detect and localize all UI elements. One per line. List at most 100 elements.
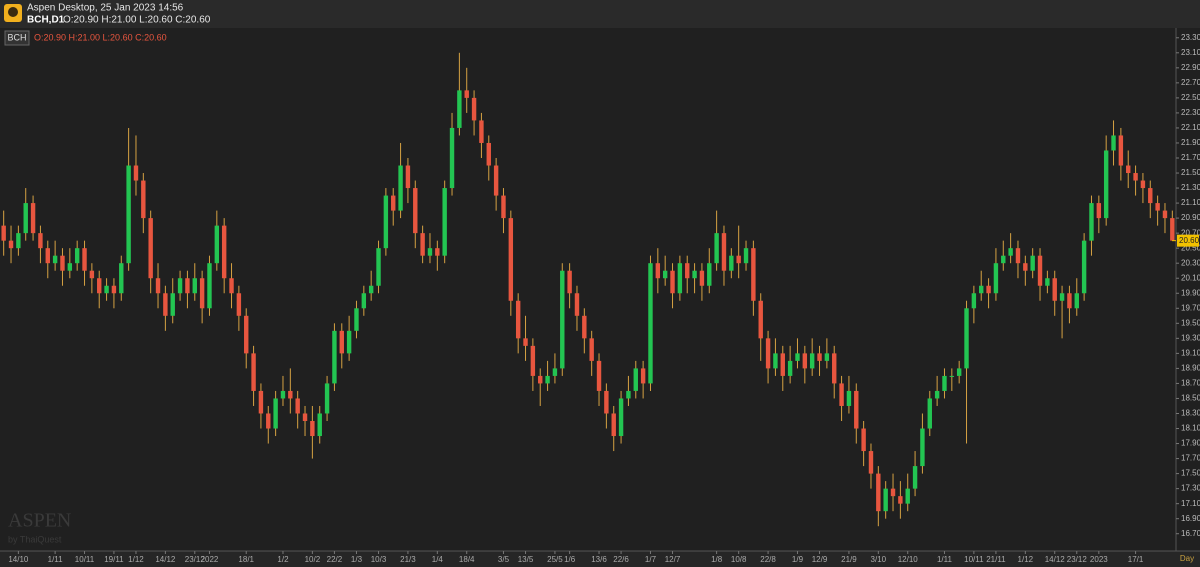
- y-tick-label: 18.30: [1181, 409, 1200, 418]
- candle-body: [435, 248, 440, 256]
- candle-body: [266, 413, 271, 429]
- candle-body: [979, 285, 984, 294]
- candle-body: [332, 330, 337, 384]
- y-tick-label: 21.90: [1181, 138, 1200, 147]
- x-tick-label: 13/5: [518, 555, 534, 564]
- candle-body: [442, 188, 447, 256]
- y-tick-label: 19.70: [1181, 303, 1200, 312]
- candle-body: [1089, 203, 1094, 241]
- candle-body: [273, 398, 278, 429]
- candle-body: [295, 398, 300, 414]
- candle-body: [449, 127, 455, 189]
- candle-body: [1111, 135, 1116, 151]
- candle-body: [611, 413, 616, 437]
- candle-body: [317, 413, 322, 437]
- x-tick-label: 2023: [1090, 555, 1108, 564]
- x-tick-label: 13/6: [591, 555, 607, 564]
- candle-body: [677, 263, 683, 294]
- y-tick-label: 21.50: [1181, 168, 1200, 177]
- candle-body: [574, 293, 580, 316]
- candle-body: [787, 360, 793, 376]
- candle-body: [809, 353, 815, 369]
- y-tick-label: 20.90: [1181, 213, 1200, 222]
- candle-body: [1, 225, 6, 241]
- x-tick-label: 1/11: [48, 555, 64, 564]
- candle-body: [773, 353, 778, 369]
- candle-body: [604, 390, 609, 414]
- candle-body: [383, 195, 389, 249]
- x-tick-label: 10/11: [75, 555, 95, 564]
- candle-body: [876, 473, 881, 512]
- app-icon-mark: [8, 7, 18, 17]
- candle-body: [16, 233, 21, 249]
- ohlc-summary: O:20.90 H:21.00 L:20.60 C:20.60: [63, 15, 211, 26]
- candle-body: [221, 225, 227, 279]
- candle-body: [60, 255, 65, 271]
- candle-body: [1037, 255, 1043, 286]
- x-tick-label: 1/8: [711, 555, 723, 564]
- candle-body: [729, 255, 734, 271]
- x-tick-label: 23/12: [1067, 555, 1088, 564]
- time-axis: [0, 551, 1200, 567]
- candle-body: [765, 338, 771, 369]
- candle-body: [1045, 278, 1050, 286]
- y-tick-label: 19.50: [1181, 318, 1200, 327]
- y-tick-label: 20.30: [1181, 258, 1200, 267]
- y-tick-label: 22.70: [1181, 78, 1200, 87]
- candle-body: [280, 390, 286, 399]
- candle-body: [207, 263, 212, 309]
- candle-body: [1103, 150, 1109, 219]
- candle-body: [457, 90, 462, 128]
- y-tick-label: 17.90: [1181, 439, 1200, 448]
- candle-body: [8, 240, 14, 249]
- y-tick-label: 20.70: [1181, 228, 1200, 237]
- y-tick-label: 21.30: [1181, 183, 1200, 192]
- last-price-label: 20.60: [1179, 236, 1200, 245]
- candle-body: [74, 248, 80, 264]
- x-tick-label: 1/6: [564, 555, 576, 564]
- candle-body: [104, 285, 109, 294]
- candle-body: [824, 353, 830, 361]
- y-tick-label: 16.70: [1181, 529, 1200, 538]
- candle-body: [177, 278, 183, 294]
- candle-body: [471, 97, 477, 121]
- y-tick-label: 22.10: [1181, 123, 1200, 132]
- candle-body: [141, 180, 146, 219]
- candle-body: [354, 308, 359, 331]
- candle-body: [288, 390, 293, 399]
- candle-body: [38, 233, 43, 249]
- candle-body: [302, 413, 308, 422]
- candle-body: [912, 466, 918, 489]
- candle-body: [795, 353, 800, 361]
- candle-body: [501, 195, 506, 219]
- candle-body: [361, 293, 367, 309]
- legend-box[interactable]: [4, 30, 30, 46]
- candle-body: [398, 165, 403, 211]
- candle-body: [486, 142, 491, 166]
- candle-body: [1140, 180, 1146, 189]
- y-tick-label: 18.10: [1181, 424, 1200, 433]
- candle-body: [133, 165, 139, 181]
- x-tick-label: 2022: [201, 555, 219, 564]
- candle-body: [391, 195, 396, 211]
- candle-body: [956, 368, 962, 376]
- candle-body: [1001, 255, 1006, 264]
- candle-body: [839, 383, 844, 406]
- candle-body: [199, 278, 205, 309]
- y-tick-label: 23.30: [1181, 33, 1200, 42]
- candle-body: [192, 278, 197, 294]
- timeframe-label: Day: [1180, 554, 1194, 563]
- legend-ohlc: O:20.90 H:21.00 L:20.60 C:20.60: [34, 32, 167, 42]
- candle-body: [662, 270, 668, 279]
- candle-body: [802, 353, 808, 369]
- y-tick-label: 19.90: [1181, 288, 1200, 297]
- x-tick-label: 21/9: [841, 555, 857, 564]
- candle-body: [427, 248, 433, 256]
- candle-body: [111, 285, 117, 294]
- candle-body: [324, 383, 330, 414]
- candle-body: [670, 270, 675, 294]
- x-tick-label: 14/12: [155, 555, 176, 564]
- candle-body: [368, 285, 374, 294]
- candle-body: [1023, 263, 1028, 271]
